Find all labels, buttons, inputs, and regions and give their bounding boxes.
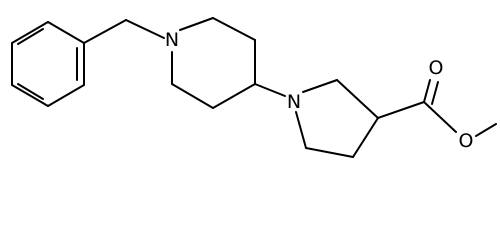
atoms: N N O O (165, 29, 474, 152)
atom-label: N (165, 29, 179, 51)
molecule: N N O O (11, 17, 497, 158)
atom-label: N (287, 91, 301, 113)
atom-label: O (429, 57, 444, 79)
bonds (11, 17, 497, 158)
atom-label: O (459, 130, 474, 152)
